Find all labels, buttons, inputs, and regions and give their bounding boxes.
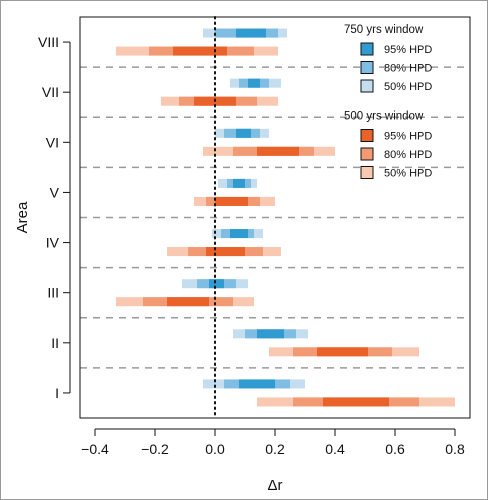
plot-area-frame (79, 16, 471, 419)
interval-bar-viii-500-yrs-window-level-3 (173, 46, 227, 56)
legend-swatch (360, 147, 374, 161)
x-tick-label: −0.4 (81, 441, 109, 457)
y-tick-label-i: I (55, 385, 59, 401)
x-tick-label: 0.6 (385, 441, 405, 457)
interval-bar-iv-500-yrs-window-level-3 (206, 247, 245, 257)
legend-swatch (360, 166, 374, 179)
y-tick-label-v: V (50, 184, 60, 200)
interval-bar-ii-500-yrs-window-level-3 (317, 347, 368, 357)
legend-swatch (360, 79, 374, 93)
x-tick-label: 0.8 (445, 441, 465, 457)
interval-bar-i-750-yrs-window-level-3 (239, 379, 275, 389)
y-tick-label-vii: VII (42, 84, 59, 100)
x-tick-label: 0.0 (205, 441, 225, 457)
legend-swatch (360, 129, 374, 142)
y-tick-label-viii: VIII (38, 34, 59, 50)
y-tick-label-vi: VI (46, 134, 59, 150)
legend-label: 95% HPD (384, 44, 432, 56)
interval-bar-v-750-yrs-window-level-3 (233, 178, 245, 188)
interval-bar-vii-750-yrs-window-level-3 (248, 78, 260, 88)
interval-bar-ii-750-yrs-window-level-3 (257, 329, 284, 339)
interval-bars (116, 28, 455, 407)
legend-swatch (360, 42, 374, 56)
interval-bar-vi-500-yrs-window-level-3 (257, 146, 299, 156)
interval-bar-iii-500-yrs-window-level-3 (167, 297, 209, 307)
interval-bar-iv-750-yrs-window-level-3 (230, 229, 248, 239)
legend: 750 yrs window 95% HPD 80% HPD 50% HPD 500 y… (344, 24, 432, 180)
x-axis-title: Δr (267, 477, 282, 494)
legend-label: 50% HPD (384, 81, 432, 93)
interval-bar-viii-750-yrs-window-level-3 (236, 28, 266, 38)
area-separators (80, 66, 470, 369)
x-axis: −0.4 −0.2 0.0 0.2 0.4 0.6 0.8 (81, 428, 465, 457)
x-tick-label: 0.2 (265, 441, 285, 457)
legend-label: 80% HPD (384, 149, 432, 161)
y-axis-title: Area (14, 201, 31, 233)
x-tick-label: −0.2 (141, 441, 169, 457)
legend-swatch (360, 61, 374, 74)
y-tick-label-ii: II (51, 335, 59, 351)
y-tick-label-iii: III (47, 285, 59, 301)
interval-bar-i-500-yrs-window-level-3 (323, 397, 389, 407)
legend-label: 95% HPD (384, 131, 432, 143)
interval-bar-iii-750-yrs-window-level-3 (209, 279, 224, 289)
legend-title-750-yrs-window: 750 yrs window (344, 24, 424, 36)
interval-bar-v-500-yrs-window-level-3 (215, 196, 248, 206)
interval-bar-vi-750-yrs-window-level-3 (236, 128, 251, 138)
y-tick-label-iv: IV (46, 235, 60, 251)
x-tick-label: 0.4 (325, 441, 345, 457)
legend-title-500-yrs-window: 500 yrs window (344, 111, 424, 123)
legend-label: 80% HPD (384, 63, 432, 75)
legend-label: 50% HPD (384, 168, 432, 180)
